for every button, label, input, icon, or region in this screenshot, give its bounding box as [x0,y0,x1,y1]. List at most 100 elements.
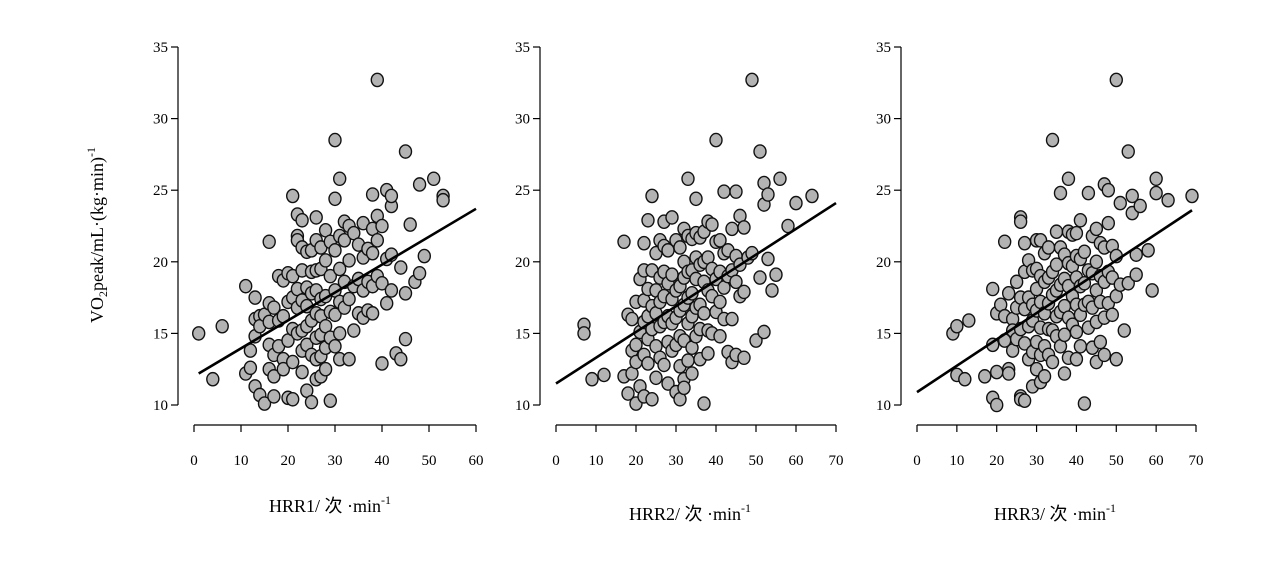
data-point [705,217,719,232]
data-point [621,386,635,401]
data-point [761,251,775,267]
x-tick-label: 30 [1029,453,1044,469]
data-point [365,187,380,202]
y-tick-label: 30 [876,112,891,128]
x-tick-label: 60 [469,453,484,469]
data-point [717,184,731,199]
x-tick-label: 10 [949,453,964,469]
y-tick-label: 35 [876,40,891,56]
data-point [1077,244,1092,260]
data-point [267,389,281,404]
data-point [641,356,655,371]
y-tick-label: 10 [515,398,530,414]
data-point [384,188,399,204]
x-tick-label: 30 [669,453,684,469]
data-point [403,217,417,232]
data-point [323,393,337,409]
data-point [737,220,751,235]
data-point [1117,323,1131,338]
data-point [370,72,384,88]
data-point [681,171,695,187]
data-point [206,371,220,387]
data-point [328,191,342,207]
data-point [789,195,803,211]
data-point [1053,185,1068,201]
data-point [276,361,290,377]
data-point [412,265,427,281]
x-tick-label: 20 [989,453,1004,469]
data-point [749,333,763,348]
data-point [645,391,659,407]
y-tick-label: 30 [153,112,168,128]
x-tick-label: 0 [190,453,198,469]
data-point [427,171,441,187]
y-tick-label: 35 [153,40,168,56]
data-point [347,323,361,338]
data-point [1001,286,1016,301]
data-point [1109,351,1123,367]
data-point [617,234,631,250]
data-point [1149,171,1163,187]
x-axis-label: HRR2/ 次 ·min-1 [629,501,751,524]
data-point [990,364,1004,380]
data-point [1185,188,1199,204]
data-point [1121,144,1135,159]
data-point [997,234,1012,250]
data-point [737,350,751,366]
data-point [304,394,319,410]
data-point [398,331,413,347]
x-tick-label: 60 [789,453,804,469]
data-point [697,306,711,321]
data-point [267,300,281,315]
data-point [1017,235,1032,251]
data-point [286,354,300,370]
data-point [318,361,333,377]
data-point [1045,132,1060,148]
data-point [729,274,743,290]
regression-line [555,201,837,385]
data-point [191,326,206,341]
data-point [328,132,342,148]
data-point [986,281,1000,297]
data-point [1013,214,1028,230]
data-point [1041,240,1056,255]
x-tick-label: 10 [234,453,249,469]
data-point [333,326,347,341]
data-point [701,346,715,361]
x-tick-label: 70 [829,453,844,469]
data-point [685,366,699,381]
panel-hrr1: 10 15 20 25 30 35 0 10 20 30 40 50 60 HRR1/ 次 ·min-1 [153,40,484,516]
data-point [328,338,342,354]
y-tick-label: 15 [515,326,530,342]
data-point [342,351,356,367]
data-point [665,210,679,225]
y-tick-label: 35 [515,40,530,56]
x-tick-label: 70 [1189,453,1204,469]
data-point [1089,254,1104,270]
x-axis-label: HRR3/ 次 ·min-1 [994,501,1116,524]
data-point [645,188,659,204]
y-tick-label: 10 [153,398,168,414]
data-point [725,221,739,237]
y-tick-label: 25 [515,183,530,199]
data-point [295,212,309,228]
data-point [342,253,356,268]
data-point [1129,267,1143,282]
data-point [990,397,1004,413]
data-point [384,283,399,298]
data-point [709,132,723,148]
data-point [262,234,276,250]
y-tick-label: 20 [876,255,891,271]
data-point [394,260,408,275]
data-point [1113,195,1127,211]
data-point [958,371,972,387]
x-tick-label: 50 [749,453,764,469]
data-point [661,376,675,391]
data-point [577,326,591,341]
data-point [585,371,599,387]
data-point [745,72,759,88]
panel-hrr2: 10 15 20 25 30 35 0 10 20 30 40 50 60 70 HRR2/ 次 ·min-… [515,40,844,524]
data-point [412,177,427,192]
data-point [649,370,663,386]
data-point [365,306,380,321]
